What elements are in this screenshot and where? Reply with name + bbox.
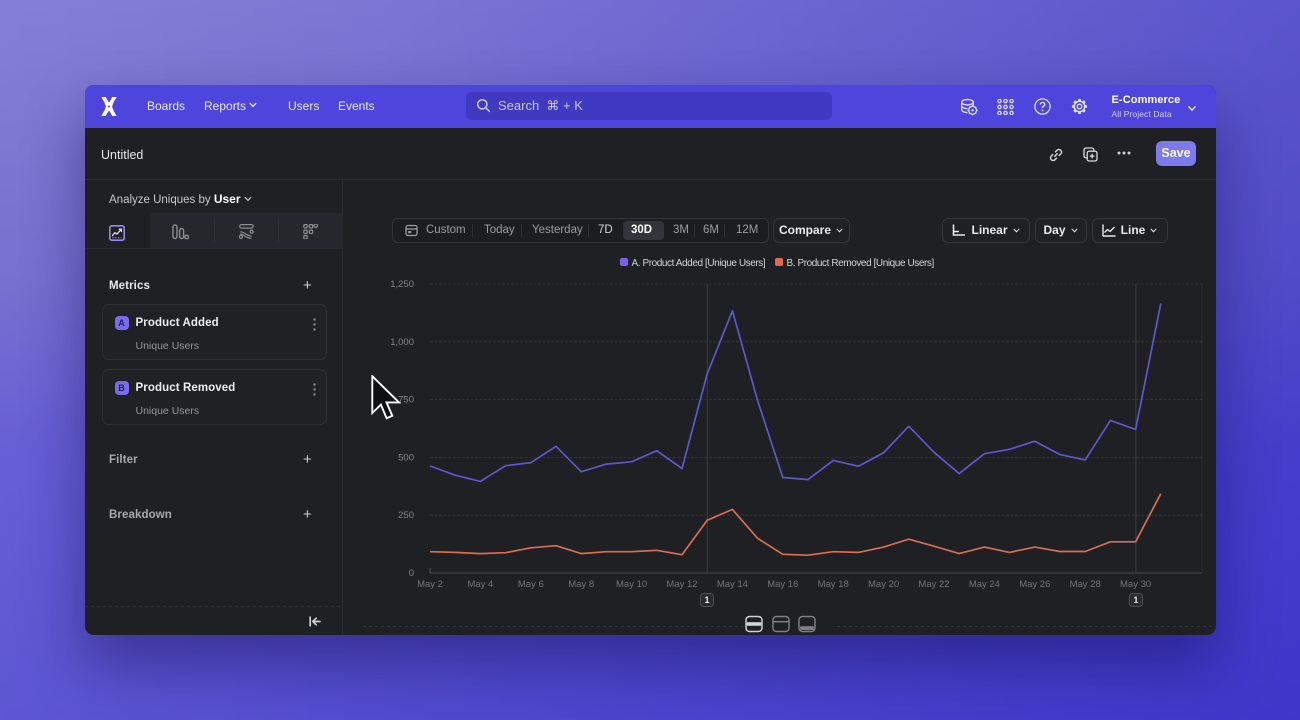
svg-text:May 20: May 20	[868, 579, 899, 590]
svg-text:1,000: 1,000	[390, 337, 414, 348]
svg-text:May 30: May 30	[1120, 579, 1151, 590]
svg-text:May 16: May 16	[767, 579, 798, 590]
svg-text:1,250: 1,250	[390, 279, 414, 290]
svg-text:May 14: May 14	[716, 579, 747, 590]
svg-text:May 18: May 18	[817, 579, 848, 590]
svg-text:750: 750	[398, 395, 414, 406]
svg-text:500: 500	[398, 452, 414, 463]
svg-text:May 22: May 22	[918, 579, 949, 590]
svg-text:0: 0	[408, 568, 413, 579]
svg-text:May 12: May 12	[666, 579, 697, 590]
svg-text:May 2: May 2	[417, 579, 443, 590]
svg-text:1: 1	[1133, 595, 1138, 605]
svg-text:May 28: May 28	[1069, 579, 1100, 590]
svg-text:250: 250	[398, 510, 414, 521]
svg-text:May 10: May 10	[616, 579, 647, 590]
svg-text:May 4: May 4	[467, 579, 493, 590]
svg-text:May 6: May 6	[517, 579, 543, 590]
svg-text:1: 1	[704, 595, 709, 605]
svg-text:May 8: May 8	[568, 579, 594, 590]
svg-text:May 26: May 26	[1019, 579, 1050, 590]
svg-text:May 24: May 24	[968, 579, 999, 590]
